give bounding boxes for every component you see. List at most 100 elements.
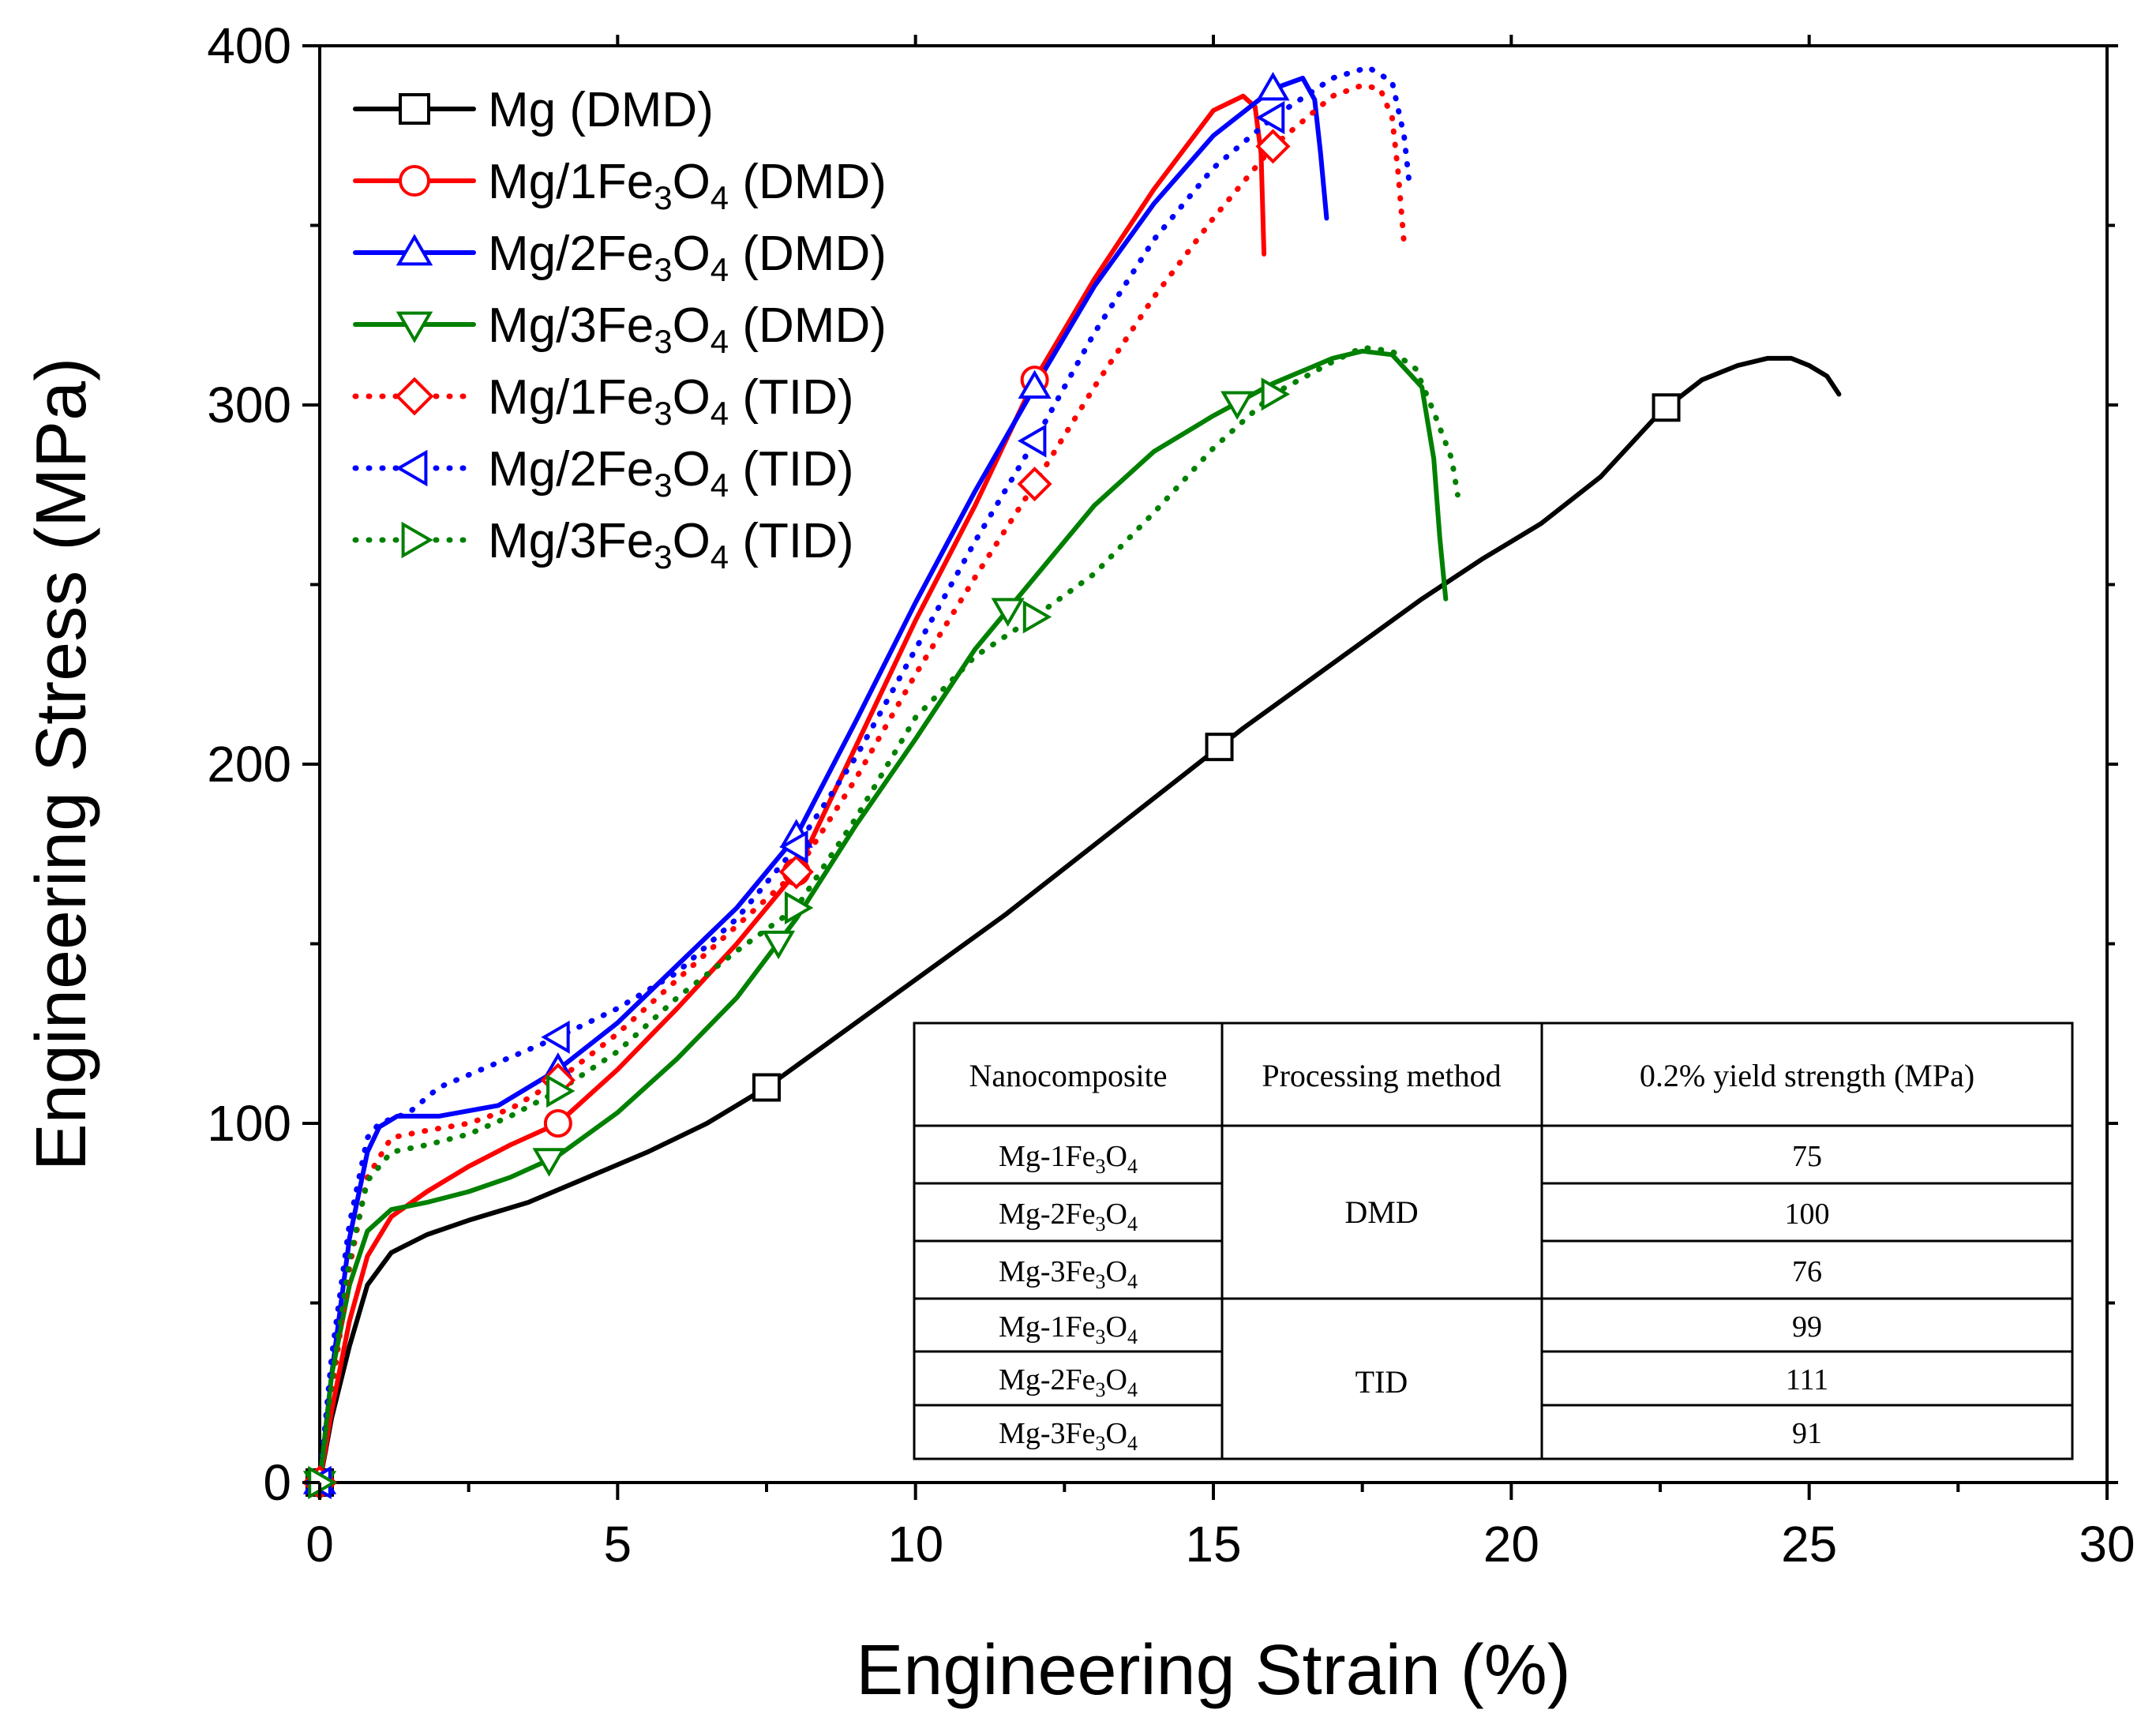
legend-label-mid: O xyxy=(673,155,711,209)
material-sub2: 4 xyxy=(1127,1213,1138,1235)
legend-label-main: Mg/2Fe xyxy=(488,227,654,281)
series-3-marker-3 xyxy=(991,598,1025,627)
series-4-marker-2 xyxy=(778,854,814,890)
legend-marker-2 xyxy=(396,234,433,266)
material-sub1: 3 xyxy=(1096,1213,1106,1235)
y-tick-label-300: 300 xyxy=(207,377,291,433)
legend-label-tail: (TID) xyxy=(729,442,853,497)
table-row-0-material: Mg-1Fe3O4 xyxy=(999,1140,1138,1178)
series-5-marker-1 xyxy=(541,1020,570,1054)
series-line-6 xyxy=(317,344,1460,1486)
inset-table: Nanocomposite Processing method 0.2% yie… xyxy=(913,1022,2074,1460)
legend-label-sub: 3 xyxy=(654,251,672,288)
legend-label-tail: (DMD) xyxy=(729,227,887,281)
legend-label-sub2: 4 xyxy=(711,323,729,360)
legend-label-4: Mg/1Fe3O4 (TID) xyxy=(488,370,854,432)
material-mid: O xyxy=(1106,1140,1127,1173)
legend-label-main: Mg/3Fe xyxy=(488,514,654,568)
material-main: Mg-3Fe xyxy=(999,1417,1095,1450)
y-tick-label-400: 400 xyxy=(207,17,291,74)
series-6-marker-3 xyxy=(1022,600,1052,634)
series-0-marker-1 xyxy=(752,1073,781,1102)
series-5-marker-2 xyxy=(779,830,808,864)
legend-label-mid: O xyxy=(673,514,711,568)
series-0-marker-2 xyxy=(1205,733,1234,762)
series-0-marker-3 xyxy=(1652,393,1681,422)
material-sub2: 4 xyxy=(1127,1325,1138,1348)
series-4-marker-4 xyxy=(1255,129,1291,164)
legend-label-sub2: 4 xyxy=(711,538,729,575)
legend-label-5: Mg/2Fe3O4 (TID) xyxy=(488,442,854,504)
series-line-3 xyxy=(317,348,1449,1485)
material-sub1: 3 xyxy=(1096,1325,1106,1348)
legend-marker-1 xyxy=(399,165,430,197)
legend-marker-6 xyxy=(401,521,433,559)
series-line-0 xyxy=(317,355,1842,1485)
table-row-5-yield: 91 xyxy=(1792,1417,1822,1450)
series-5-marker-3 xyxy=(1018,424,1047,458)
series-5-marker-4 xyxy=(1255,100,1285,135)
y-tick-label-0: 0 xyxy=(263,1454,291,1511)
table-method-tid: TID xyxy=(1355,1364,1408,1400)
material-mid: O xyxy=(1106,1363,1127,1396)
legend-label-1: Mg/1Fe3O4 (DMD) xyxy=(488,155,887,216)
legend-label-main: Mg/3Fe xyxy=(488,298,654,353)
legend-label-tail: (DMD) xyxy=(729,155,887,209)
legend-label-sub2: 4 xyxy=(711,251,729,288)
material-mid: O xyxy=(1106,1310,1127,1344)
x-tick-label-10: 10 xyxy=(887,1516,943,1573)
material-sub2: 4 xyxy=(1127,1432,1138,1455)
x-tick-label-15: 15 xyxy=(1185,1516,1241,1573)
series-layer xyxy=(317,64,1842,1486)
y-tick-label-200: 200 xyxy=(207,736,291,793)
legend-label-sub2: 4 xyxy=(711,395,729,432)
legend-label-sub: 3 xyxy=(654,179,672,216)
table-row-1-yield: 100 xyxy=(1785,1198,1830,1231)
material-sub2: 4 xyxy=(1127,1270,1138,1293)
legend-marker-0 xyxy=(399,93,430,125)
y-tick-label-100: 100 xyxy=(207,1095,291,1152)
marker-layer xyxy=(302,72,1681,1501)
series-3-marker-2 xyxy=(762,930,796,960)
material-main: Mg-3Fe xyxy=(999,1255,1095,1288)
legend-label-tail: (TID) xyxy=(729,370,853,425)
x-axis-title: Engineering Strain (%) xyxy=(856,1631,1570,1710)
legend-marker-5 xyxy=(396,449,428,487)
table-header-nanocomposite: Nanocomposite xyxy=(969,1058,1167,1093)
series-4-marker-3 xyxy=(1017,467,1052,502)
x-tick-label-25: 25 xyxy=(1781,1516,1837,1573)
table-row-2-yield: 76 xyxy=(1792,1255,1822,1288)
series-3-marker-1 xyxy=(532,1148,566,1177)
series-6-marker-2 xyxy=(784,890,814,925)
legend-label-main: Mg/1Fe xyxy=(488,155,654,209)
legend-label-2: Mg/2Fe3O4 (DMD) xyxy=(488,227,887,288)
legend-label-sub: 3 xyxy=(654,323,672,360)
legend-label-6: Mg/3Fe3O4 (TID) xyxy=(488,514,854,575)
table-row-1-material: Mg-2Fe3O4 xyxy=(999,1198,1138,1235)
material-sub1: 3 xyxy=(1096,1432,1106,1455)
table-row-0-yield: 75 xyxy=(1792,1140,1822,1173)
table-row-3-yield: 99 xyxy=(1792,1310,1822,1344)
series-6-marker-1 xyxy=(546,1074,576,1108)
legend-label-tail: (DMD) xyxy=(729,298,887,353)
legend-marker-3 xyxy=(396,311,433,343)
legend-label-sub2: 4 xyxy=(711,467,729,504)
material-mid: O xyxy=(1106,1417,1127,1450)
material-sub2: 4 xyxy=(1127,1378,1138,1401)
legend-label-tail: (TID) xyxy=(729,514,853,568)
material-sub2: 4 xyxy=(1127,1155,1138,1178)
table-row-5-material: Mg-3Fe3O4 xyxy=(999,1417,1138,1455)
legend-label-mid: O xyxy=(673,298,711,353)
series-2-marker-3 xyxy=(1018,369,1052,399)
series-1-marker-1 xyxy=(543,1109,572,1138)
x-tick-label-20: 20 xyxy=(1483,1516,1539,1573)
x-tick-label-30: 30 xyxy=(2079,1516,2135,1573)
material-sub1: 3 xyxy=(1096,1270,1106,1293)
table-row-3-material: Mg-1Fe3O4 xyxy=(999,1310,1138,1348)
legend-label-mid: O xyxy=(673,442,711,497)
legend-label-sub2: 4 xyxy=(711,179,729,216)
legend-label-sub: 3 xyxy=(654,538,672,575)
material-mid: O xyxy=(1106,1255,1127,1288)
